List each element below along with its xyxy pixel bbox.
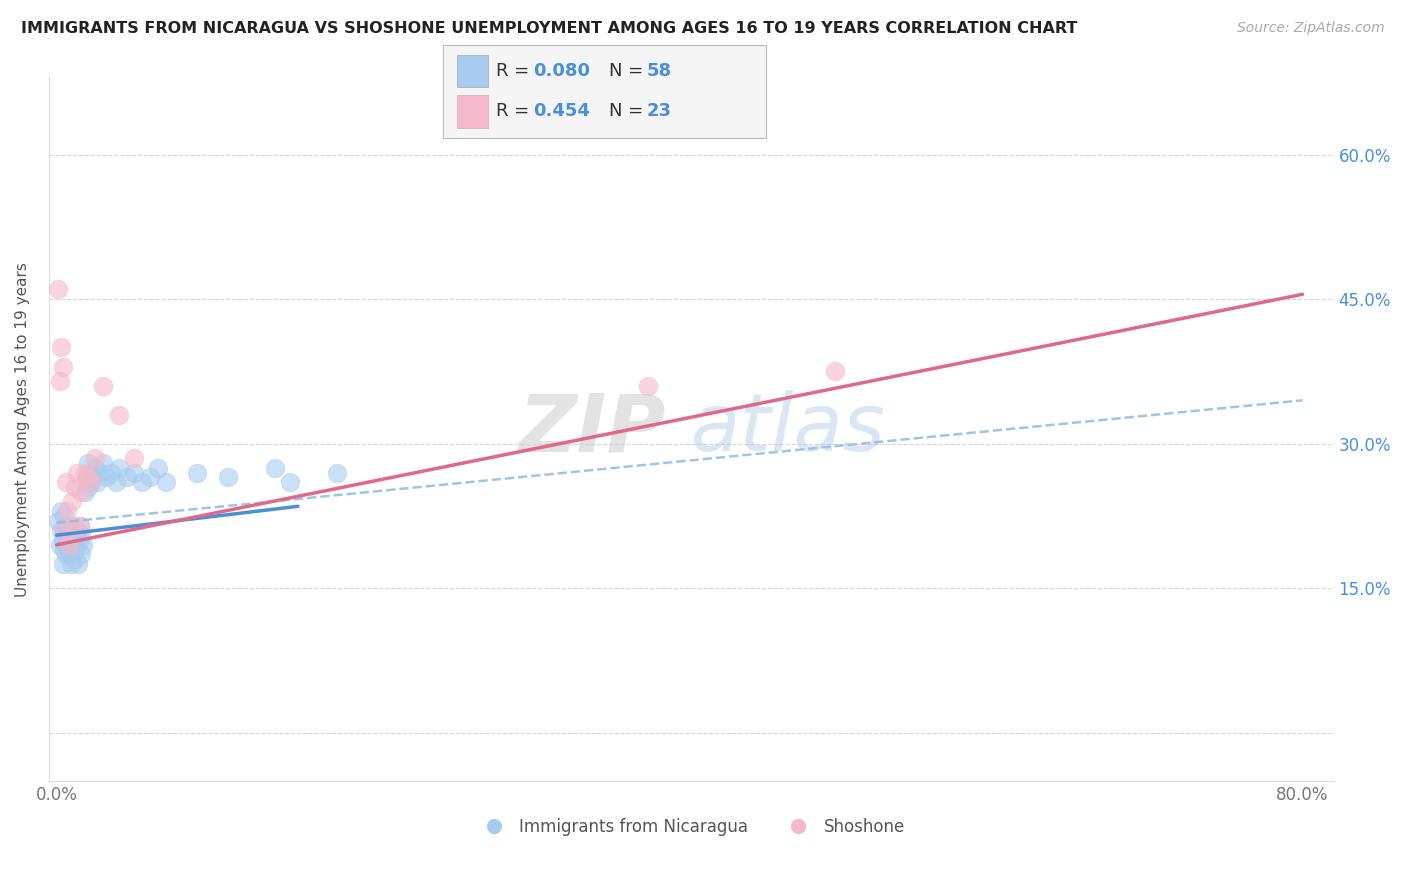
Point — [75, 470, 97, 484]
Point — [53, 508, 76, 523]
Point — [59, 557, 82, 571]
Text: N =: N = — [609, 103, 648, 120]
Point — [62, 518, 84, 533]
Text: N =: N = — [609, 62, 648, 80]
Point — [56, 538, 79, 552]
Y-axis label: Unemployment Among Ages 16 to 19 years: Unemployment Among Ages 16 to 19 years — [15, 261, 30, 597]
Point — [96, 470, 118, 484]
Point — [52, 359, 75, 374]
Text: 23: 23 — [647, 103, 672, 120]
Text: Source: ZipAtlas.com: Source: ZipAtlas.com — [1237, 21, 1385, 35]
Point — [70, 548, 93, 562]
Text: 0.080: 0.080 — [533, 62, 591, 80]
Text: R =: R = — [496, 62, 536, 80]
Text: IMMIGRANTS FROM NICARAGUA VS SHOSHONE UNEMPLOYMENT AMONG AGES 16 TO 19 YEARS COR: IMMIGRANTS FROM NICARAGUA VS SHOSHONE UN… — [21, 21, 1077, 36]
Point — [278, 475, 301, 490]
Point — [51, 524, 73, 538]
Point — [55, 475, 77, 490]
Point — [76, 470, 98, 484]
Point — [91, 379, 114, 393]
Text: ZIP: ZIP — [519, 390, 665, 468]
Point — [69, 533, 91, 547]
Point — [80, 475, 103, 490]
Point — [55, 518, 77, 533]
Point — [48, 374, 70, 388]
Text: 58: 58 — [647, 62, 672, 80]
Point — [72, 538, 94, 552]
Point — [82, 470, 104, 484]
Text: R =: R = — [496, 103, 536, 120]
Point — [60, 518, 83, 533]
Point — [155, 475, 177, 490]
Point — [139, 470, 162, 484]
Point — [60, 548, 83, 562]
Point — [77, 466, 100, 480]
Point — [55, 548, 77, 562]
Point — [124, 466, 146, 480]
Point — [67, 557, 90, 571]
Point — [108, 460, 131, 475]
Point — [62, 542, 84, 557]
Point — [46, 514, 69, 528]
Point — [70, 528, 93, 542]
Point — [100, 466, 122, 480]
Point — [60, 533, 83, 547]
Legend: Immigrants from Nicaragua, Shoshone: Immigrants from Nicaragua, Shoshone — [471, 812, 911, 843]
Point — [53, 542, 76, 557]
Point — [60, 494, 83, 508]
Point — [86, 475, 108, 490]
Point — [58, 538, 80, 552]
Point — [53, 524, 76, 538]
Point — [263, 460, 285, 475]
Point — [53, 524, 76, 538]
Point — [186, 466, 208, 480]
Point — [89, 466, 111, 480]
Point — [46, 283, 69, 297]
Point — [69, 518, 91, 533]
Point — [73, 466, 96, 480]
Point — [65, 480, 87, 494]
Point — [84, 451, 107, 466]
Point — [58, 548, 80, 562]
Point — [108, 408, 131, 422]
Point — [84, 460, 107, 475]
Point — [51, 340, 73, 354]
Point — [104, 475, 127, 490]
Point — [217, 470, 239, 484]
Point — [131, 475, 153, 490]
Point — [48, 538, 70, 552]
Point — [637, 379, 659, 393]
Point — [51, 504, 73, 518]
Point — [55, 533, 77, 547]
Point — [73, 484, 96, 499]
Point — [59, 538, 82, 552]
Point — [76, 480, 98, 494]
Point — [824, 364, 846, 378]
Point — [80, 475, 103, 490]
Point — [326, 466, 349, 480]
Point — [65, 552, 87, 566]
Point — [91, 456, 114, 470]
Point — [52, 533, 75, 547]
Point — [56, 524, 79, 538]
Point — [62, 528, 84, 542]
Point — [115, 470, 138, 484]
Point — [65, 538, 87, 552]
Point — [66, 466, 89, 480]
Point — [124, 451, 146, 466]
Point — [56, 504, 79, 518]
Point — [66, 524, 89, 538]
Point — [146, 460, 169, 475]
Point — [52, 557, 75, 571]
Text: atlas: atlas — [692, 390, 886, 468]
Point — [70, 484, 93, 499]
Point — [69, 518, 91, 533]
Text: 0.454: 0.454 — [533, 103, 589, 120]
Point — [76, 456, 98, 470]
Point — [58, 533, 80, 547]
